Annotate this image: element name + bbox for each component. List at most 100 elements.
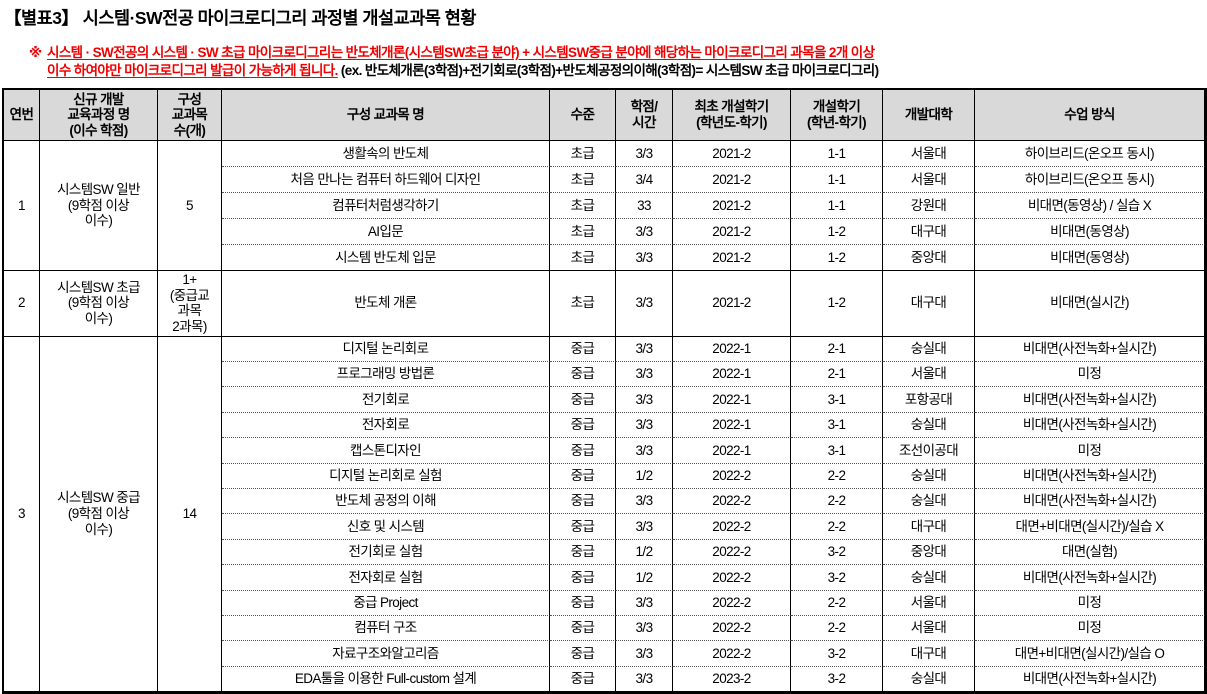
cell-first-term: 2022-2 <box>673 514 791 540</box>
cell-level: 중급 <box>550 438 616 464</box>
cell-method: 미정 <box>975 362 1205 388</box>
note-line2-example: (ex. 반도체개론(3학점)+전기회로(3학점)+반도체공정의이해(3학점)=… <box>337 62 879 78</box>
cell-credit: 3/3 <box>616 219 673 245</box>
cell-method: 대면(실험) <box>975 539 1205 566</box>
table-row: 자료구조와알고리즘 중급 3/3 2022-2 3-2 대구대 대면+비대면(실시간)/실습… <box>4 641 1205 667</box>
cell-name: 반도체 개론 <box>222 271 550 337</box>
cell-level: 중급 <box>550 565 616 591</box>
header-credit: 학점/ 시간 <box>616 90 673 141</box>
header-term: 개설학기 (학년-학기) <box>791 90 883 141</box>
table-row: 시스템 반도체 입문 초급 3/3 2021-2 1-2 중앙대 비대면(동영상) <box>4 245 1205 271</box>
cell-credit: 3/3 <box>616 641 673 667</box>
table-row: 컴퓨터처럼생각하기 초급 33 2021-2 1-1 강원대 비대면(동영상) / 실습 X <box>4 193 1205 219</box>
cell-level: 중급 <box>550 387 616 413</box>
cell-method: 대면+비대면(실시간)/실습 O <box>975 641 1205 667</box>
cell-university: 숭실대 <box>883 565 975 591</box>
cell-method: 미정 <box>975 615 1205 642</box>
cell-university: 대구대 <box>883 514 975 540</box>
cell-first-term: 2022-2 <box>673 463 791 489</box>
cell-university: 대구대 <box>883 271 975 337</box>
cell-name: 캡스톤디자인 <box>222 438 550 464</box>
cell-method: 비대면(동영상) / 실습 X <box>975 193 1205 219</box>
cell-first-term: 2022-2 <box>673 539 791 566</box>
cell-program: 시스템SW 초급 (9학점 이상 이수) <box>40 271 158 337</box>
header-row: 연번 신규 개발 교육과정 명 (이수 학점) 구성 교과목 수(개) 구성 교… <box>4 90 1205 141</box>
cell-name: 시스템 반도체 입문 <box>222 245 550 271</box>
cell-term: 1-1 <box>791 167 883 193</box>
cell-level: 중급 <box>550 590 616 616</box>
cell-university: 서울대 <box>883 590 975 616</box>
cell-method: 비대면(사전녹화+실시간) <box>975 336 1205 363</box>
header-level: 수준 <box>550 90 616 141</box>
cell-credit: 3/3 <box>616 362 673 388</box>
cell-university: 중앙대 <box>883 245 975 271</box>
cell-name: 전기회로 실험 <box>222 539 550 566</box>
cell-name: 반도체 공정의 이해 <box>222 488 550 515</box>
cell-university: 강원대 <box>883 193 975 219</box>
cell-no: 1 <box>4 141 40 271</box>
cell-method: 비대면(사전녹화+실시간) <box>975 666 1205 693</box>
cell-term: 1-2 <box>791 245 883 271</box>
cell-level: 중급 <box>550 514 616 540</box>
header-first-term: 최초 개설학기 (학년도-학기) <box>673 90 791 141</box>
cell-name: 디지털 논리회로 <box>222 336 550 363</box>
cell-level: 중급 <box>550 615 616 642</box>
cell-method: 하이브리드(온오프 동시) <box>975 141 1205 167</box>
cell-level: 중급 <box>550 336 616 363</box>
note-line2-red: 이수 하여야만 마이크로디그리 발급이 가능하게 됩니다. <box>47 62 338 78</box>
header-no: 연번 <box>4 90 40 141</box>
cell-first-term: 2021-2 <box>673 245 791 271</box>
cell-credit: 3/3 <box>616 438 673 464</box>
cell-first-term: 2022-1 <box>673 438 791 464</box>
cell-credit: 3/3 <box>616 387 673 413</box>
cell-first-term: 2021-2 <box>673 193 791 219</box>
cell-credit: 3/4 <box>616 167 673 193</box>
cell-method: 미정 <box>975 590 1205 616</box>
cell-credit: 3/3 <box>616 412 673 439</box>
cell-name: 컴퓨터처럼생각하기 <box>222 193 550 219</box>
cell-first-term: 2022-2 <box>673 488 791 515</box>
cell-method: 하이브리드(온오프 동시) <box>975 167 1205 193</box>
cell-term: 2-1 <box>791 362 883 388</box>
cell-first-term: 2021-2 <box>673 271 791 337</box>
cell-first-term: 2022-1 <box>673 387 791 413</box>
cell-level: 중급 <box>550 463 616 489</box>
cell-term: 2-2 <box>791 463 883 489</box>
cell-term: 3-1 <box>791 387 883 413</box>
cell-level: 초급 <box>550 141 616 167</box>
table-row: 전자회로 중급 3/3 2022-1 3-1 숭실대 비대면(사전녹화+실시간) <box>4 412 1205 439</box>
cell-term: 2-2 <box>791 514 883 540</box>
cell-first-term: 2023-2 <box>673 666 791 693</box>
course-table: 연번 신규 개발 교육과정 명 (이수 학점) 구성 교과목 수(개) 구성 교… <box>2 88 1207 694</box>
note-asterisk-mark: ※ <box>29 45 42 60</box>
cell-method: 미정 <box>975 438 1205 464</box>
header-count: 구성 교과목 수(개) <box>158 90 222 141</box>
cell-method: 비대면(사전녹화+실시간) <box>975 387 1205 413</box>
cell-term: 2-1 <box>791 336 883 363</box>
cell-method: 비대면(사전녹화+실시간) <box>975 565 1205 591</box>
cell-method: 비대면(실시간) <box>975 271 1205 337</box>
cell-name: 컴퓨터 구조 <box>222 615 550 642</box>
cell-credit: 3/3 <box>616 271 673 337</box>
cell-university: 숭실대 <box>883 488 975 515</box>
table-row: 전기회로 실험 중급 1/2 2022-2 3-2 중앙대 대면(실험) <box>4 539 1205 566</box>
cell-name: EDA툴을 이용한 Full-custom 설계 <box>222 666 550 693</box>
cell-term: 2-2 <box>791 590 883 616</box>
table-row: 2 시스템SW 초급 (9학점 이상 이수) 1+ (중급교 과목 2과목) 반도체 … <box>4 271 1205 337</box>
cell-no: 2 <box>4 271 40 337</box>
cell-university: 중앙대 <box>883 539 975 566</box>
cell-university: 포항공대 <box>883 387 975 413</box>
cell-term: 3-2 <box>791 539 883 566</box>
cell-credit: 3/3 <box>616 590 673 616</box>
cell-name: 전자회로 <box>222 412 550 439</box>
course-table-body: 1 시스템SW 일반 (9학점 이상 이수) 5 생활속의 반도체 초급 3/3 2021-… <box>4 141 1205 693</box>
cell-first-term: 2021-2 <box>673 167 791 193</box>
cell-university: 숭실대 <box>883 336 975 363</box>
cell-university: 서울대 <box>883 141 975 167</box>
cell-university: 조선이공대 <box>883 438 975 464</box>
cell-first-term: 2022-2 <box>673 615 791 642</box>
cell-name: 디지털 논리회로 실험 <box>222 463 550 489</box>
cell-university: 숭실대 <box>883 412 975 439</box>
cell-method: 비대면(사전녹화+실시간) <box>975 412 1205 439</box>
